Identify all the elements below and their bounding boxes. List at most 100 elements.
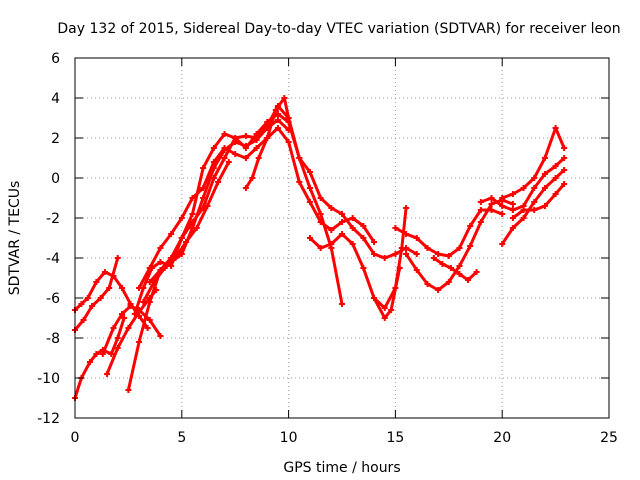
data-point [445,253,452,259]
data-point [467,223,474,229]
grid [75,58,609,418]
data-point [467,243,474,249]
x-tick-label: 25 [600,430,618,446]
y-tick-label: -2 [46,211,60,227]
series-arc-17 [477,155,568,213]
data-point [127,303,134,309]
data-point [93,351,100,357]
data-point [388,307,395,313]
data-point [456,245,463,251]
data-point [189,211,196,217]
axis-tick-labels: 0 5 10 15 20 25 -12 -10 -8 -6 -4 -2 0 2 4 6 [37,51,618,446]
data-point [317,245,324,251]
data-point [435,287,442,293]
data-point [225,159,232,165]
series-arc-18 [499,125,568,201]
data-point [561,145,568,151]
data-point [89,303,96,309]
data-point [509,201,516,207]
y-tick-label: 2 [51,131,60,147]
data-point [210,159,217,165]
data-point [242,133,249,139]
x-tick-label: 15 [386,430,404,446]
data-point [200,165,207,171]
data-point [146,317,153,323]
data-point [509,215,516,221]
data-point [78,301,85,307]
data-point [371,251,378,257]
data-point [306,199,313,205]
series-arc-2 [72,255,121,333]
data-point [264,135,271,141]
data-point [296,155,303,161]
data-point [392,285,399,291]
data-point [183,239,190,245]
data-point [84,295,91,301]
data-point [253,135,260,141]
data-point [285,139,292,145]
data-point [488,195,495,201]
data-point [541,171,548,177]
data-point [281,95,288,101]
data-point [118,311,125,317]
data-point [403,231,410,237]
data-point [339,211,345,217]
data-point [531,207,538,213]
data-point [93,279,100,285]
data-point [136,339,143,345]
data-point [274,117,281,123]
y-tick-label: 4 [51,91,60,107]
data-point [499,203,506,209]
data-point [178,235,185,241]
data-point [108,351,115,357]
data-point [477,207,484,213]
data-point [473,269,480,275]
data-point [306,185,313,191]
series-arc-16 [430,255,480,283]
series-arc-5 [99,303,164,357]
data-point [136,285,143,291]
data-point [520,185,527,191]
data-point [371,295,378,301]
data-point [189,219,196,225]
data-point [178,215,185,221]
series-arc-14 [392,207,506,259]
data-point [118,285,125,291]
data-point [349,225,356,231]
data-point [349,241,356,247]
data-point [328,227,335,233]
data-point [392,225,399,231]
data-point [157,245,164,251]
data-point [210,145,217,151]
data-point [161,265,168,271]
y-axis-label: SDTVAR / TECUs [7,181,23,296]
y-tick-label: 0 [51,171,60,187]
data-point [189,195,196,201]
data-point [242,185,249,191]
data-point [232,135,239,141]
data-point [509,225,516,231]
plot-frame [74,57,610,419]
data-point [193,225,200,231]
data-point [509,191,516,197]
data-point [360,265,367,271]
data-point [106,285,113,291]
data-point [204,203,211,209]
y-tick-label: -8 [46,331,60,347]
data-point [520,215,527,221]
data-point [328,205,335,211]
data-point [221,131,228,137]
data-point [110,325,117,331]
data-point [430,255,437,261]
data-point [381,255,388,261]
data-point [215,179,222,185]
data-point [86,359,93,365]
x-tick-label: 0 [71,430,80,446]
data-point [447,265,454,271]
data-point [306,235,313,241]
data-point [306,169,313,175]
data-point [552,191,559,197]
data-point [255,155,262,161]
data-point [381,315,388,321]
